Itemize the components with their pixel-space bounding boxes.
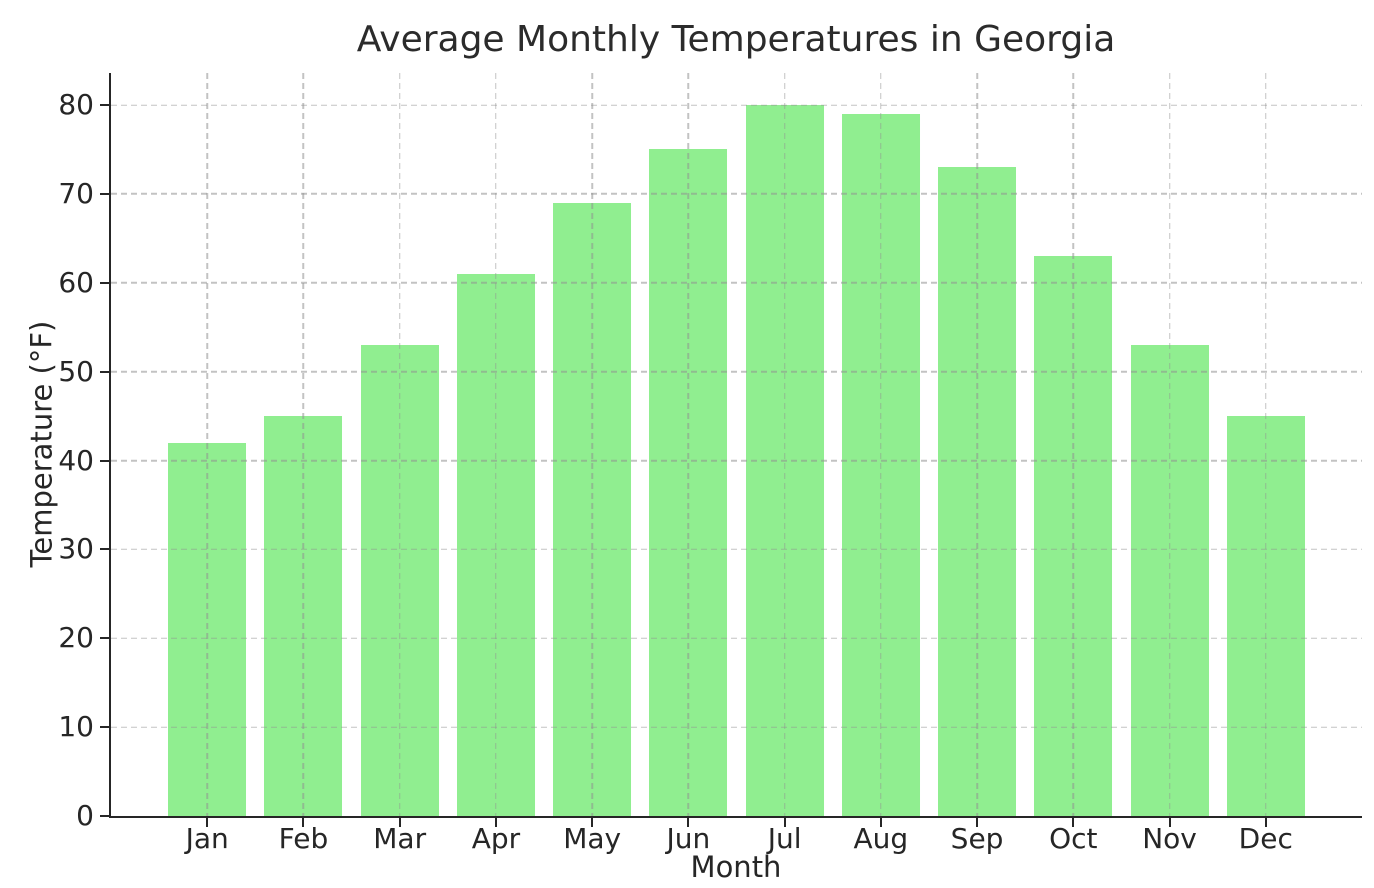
y-tick-10	[100, 726, 111, 729]
gridline-x-jun	[687, 73, 690, 816]
gridline-x-feb	[302, 73, 305, 816]
x-tick-label-jan: Jan	[185, 822, 229, 855]
y-tick-60	[100, 281, 111, 284]
gridline-y-20	[111, 637, 1362, 639]
x-tick-may	[591, 816, 594, 827]
x-tick-label-jul: Jul	[767, 822, 802, 855]
x-tick-label-dec: Dec	[1238, 822, 1293, 855]
grid-layer	[111, 73, 1362, 816]
y-tick-70	[100, 192, 111, 195]
x-tick-label-oct: Oct	[1049, 822, 1098, 855]
gridline-y-80	[111, 104, 1362, 106]
x-tick-jan	[206, 816, 209, 827]
gridline-x-sep	[976, 73, 978, 816]
gridline-y-30	[111, 548, 1362, 551]
x-tick-label-feb: Feb	[278, 822, 329, 855]
y-axis-spine	[109, 73, 111, 818]
gridline-y-50	[111, 370, 1362, 373]
x-tick-sep	[976, 816, 979, 827]
gridline-y-60	[111, 282, 1362, 284]
gridline-y-10	[111, 726, 1362, 728]
gridline-x-may	[591, 73, 593, 816]
y-axis-label: Temperature (°F)	[24, 320, 59, 568]
chart-title: Average Monthly Temperatures in Georgia	[356, 19, 1116, 60]
gridline-x-nov	[1168, 73, 1171, 816]
x-tick-mar	[398, 816, 401, 827]
x-axis-spine	[109, 816, 1362, 818]
x-tick-aug	[879, 816, 882, 827]
y-tick-30	[100, 548, 111, 551]
x-tick-jul	[783, 816, 786, 827]
gridline-x-mar	[398, 73, 401, 816]
x-tick-label-sep: Sep	[950, 822, 1004, 855]
x-tick-label-aug: Aug	[853, 822, 909, 855]
gridline-x-jan	[206, 73, 208, 816]
gridline-y-70	[111, 193, 1362, 195]
x-tick-nov	[1168, 816, 1171, 827]
x-tick-oct	[1072, 816, 1075, 827]
y-tick-40	[100, 459, 111, 462]
x-axis-label: Month	[690, 850, 782, 884]
x-tick-jun	[687, 816, 690, 827]
x-tick-label-mar: Mar	[373, 822, 427, 855]
gridline-x-dec	[1265, 73, 1267, 816]
x-tick-label-apr: Apr	[471, 822, 521, 855]
x-tick-label-jun: Jun	[666, 822, 711, 855]
y-tick-50	[100, 370, 111, 373]
x-tick-label-nov: Nov	[1142, 822, 1197, 855]
x-tick-feb	[302, 816, 305, 827]
axis-layer: 0 10 20 30 40 50 60 70 80 Jan Feb Mar Apr May Jun Jul Au…	[58, 73, 1362, 853]
x-tick-dec	[1264, 816, 1267, 827]
gridline-x-oct	[1072, 73, 1075, 816]
x-tick-apr	[494, 816, 497, 827]
gridline-x-apr	[495, 73, 497, 816]
y-tick-0	[100, 815, 111, 817]
gridline-x-aug	[880, 73, 882, 816]
x-tick-label-may: May	[563, 822, 622, 855]
y-tick-20	[100, 637, 111, 640]
gridline-y-40	[111, 459, 1362, 462]
y-tick-80	[100, 104, 111, 106]
plot-area: 0 10 20 30 40 50 60 70 80 Jan Feb Mar Apr May Jun Jul Au…	[58, 73, 1362, 853]
gridline-x-jul	[783, 73, 786, 816]
